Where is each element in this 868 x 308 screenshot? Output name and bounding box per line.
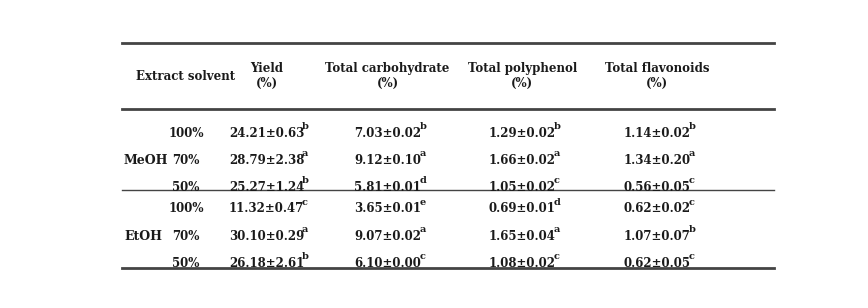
Text: d: d <box>419 176 426 185</box>
Text: b: b <box>554 122 561 131</box>
Text: 6.10±0.00: 6.10±0.00 <box>354 257 421 270</box>
Text: EtOH: EtOH <box>124 230 162 243</box>
Text: 25.27±1.24: 25.27±1.24 <box>229 181 305 194</box>
Text: 24.21±0.63: 24.21±0.63 <box>229 127 305 140</box>
Text: 7.03±0.02: 7.03±0.02 <box>354 127 421 140</box>
Text: 70%: 70% <box>172 154 200 167</box>
Text: 50%: 50% <box>172 181 200 194</box>
Text: a: a <box>419 225 426 234</box>
Text: 100%: 100% <box>168 202 204 215</box>
Text: Yield
(%): Yield (%) <box>250 62 283 90</box>
Text: 70%: 70% <box>172 230 200 243</box>
Text: b: b <box>688 225 695 234</box>
Text: a: a <box>419 149 426 158</box>
Text: b: b <box>302 176 309 185</box>
Text: c: c <box>688 198 694 207</box>
Text: 1.05±0.02: 1.05±0.02 <box>489 181 556 194</box>
Text: b: b <box>688 122 695 131</box>
Text: 100%: 100% <box>168 127 204 140</box>
Text: c: c <box>302 198 308 207</box>
Text: Extract solvent: Extract solvent <box>136 70 235 83</box>
Text: 11.32±0.47: 11.32±0.47 <box>229 202 304 215</box>
Text: 0.62±0.02: 0.62±0.02 <box>623 202 690 215</box>
Text: e: e <box>419 198 426 207</box>
Text: c: c <box>688 252 694 261</box>
Text: a: a <box>554 149 561 158</box>
Text: 1.08±0.02: 1.08±0.02 <box>489 257 556 270</box>
Text: 1.66±0.02: 1.66±0.02 <box>489 154 556 167</box>
Text: 9.07±0.02: 9.07±0.02 <box>354 230 421 243</box>
Text: 0.56±0.05: 0.56±0.05 <box>623 181 690 194</box>
Text: 0.62±0.05: 0.62±0.05 <box>623 257 690 270</box>
Text: 3.65±0.01: 3.65±0.01 <box>354 202 421 215</box>
Text: b: b <box>302 252 309 261</box>
Text: 1.07±0.07: 1.07±0.07 <box>623 230 690 243</box>
Text: 1.34±0.20: 1.34±0.20 <box>623 154 690 167</box>
Text: MeOH: MeOH <box>124 154 168 167</box>
Text: Total carbohydrate
(%): Total carbohydrate (%) <box>326 62 450 90</box>
Text: 50%: 50% <box>172 257 200 270</box>
Text: 0.69±0.01: 0.69±0.01 <box>489 202 556 215</box>
Text: 5.81±0.01: 5.81±0.01 <box>354 181 421 194</box>
Text: 1.14±0.02: 1.14±0.02 <box>623 127 690 140</box>
Text: 26.18±2.61: 26.18±2.61 <box>229 257 304 270</box>
Text: Total polyphenol
(%): Total polyphenol (%) <box>468 62 577 90</box>
Text: a: a <box>688 149 695 158</box>
Text: 9.12±0.10: 9.12±0.10 <box>354 154 421 167</box>
Text: Total flavonoids
(%): Total flavonoids (%) <box>604 62 709 90</box>
Text: a: a <box>554 225 561 234</box>
Text: c: c <box>554 176 560 185</box>
Text: d: d <box>554 198 561 207</box>
Text: a: a <box>302 149 308 158</box>
Text: b: b <box>419 122 426 131</box>
Text: 1.29±0.02: 1.29±0.02 <box>489 127 556 140</box>
Text: a: a <box>302 225 308 234</box>
Text: 28.79±2.38: 28.79±2.38 <box>229 154 305 167</box>
Text: 30.10±0.29: 30.10±0.29 <box>229 230 304 243</box>
Text: 1.65±0.04: 1.65±0.04 <box>489 230 556 243</box>
Text: c: c <box>419 252 425 261</box>
Text: c: c <box>554 252 560 261</box>
Text: c: c <box>688 176 694 185</box>
Text: b: b <box>302 122 309 131</box>
